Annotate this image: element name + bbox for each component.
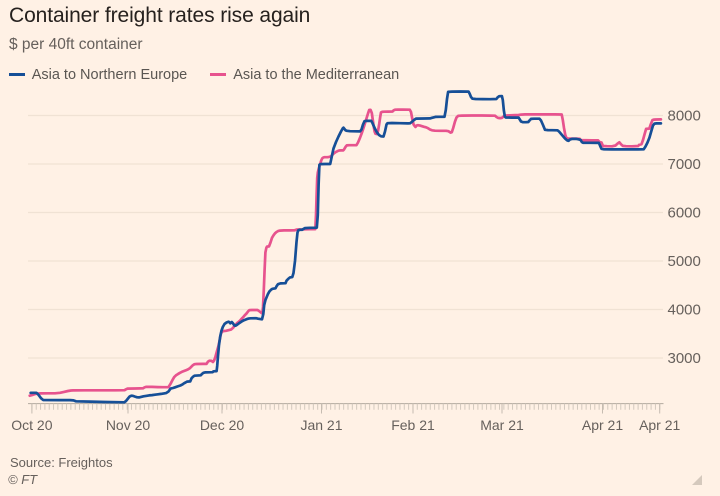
svg-text:Apr 21: Apr 21 <box>639 417 680 433</box>
svg-text:Jan 21: Jan 21 <box>300 417 342 433</box>
svg-text:5000: 5000 <box>668 253 701 270</box>
svg-text:Feb 21: Feb 21 <box>391 417 435 433</box>
svg-text:Nov 20: Nov 20 <box>106 417 151 433</box>
svg-text:8000: 8000 <box>668 108 701 125</box>
svg-text:3000: 3000 <box>668 350 701 367</box>
svg-text:Apr 21: Apr 21 <box>582 417 623 433</box>
svg-text:4000: 4000 <box>668 302 701 319</box>
svg-text:Oct 20: Oct 20 <box>11 417 52 433</box>
svg-text:Mar 21: Mar 21 <box>480 417 524 433</box>
svg-text:6000: 6000 <box>668 205 701 222</box>
svg-text:7000: 7000 <box>668 156 701 173</box>
svg-text:Dec 20: Dec 20 <box>200 417 245 433</box>
